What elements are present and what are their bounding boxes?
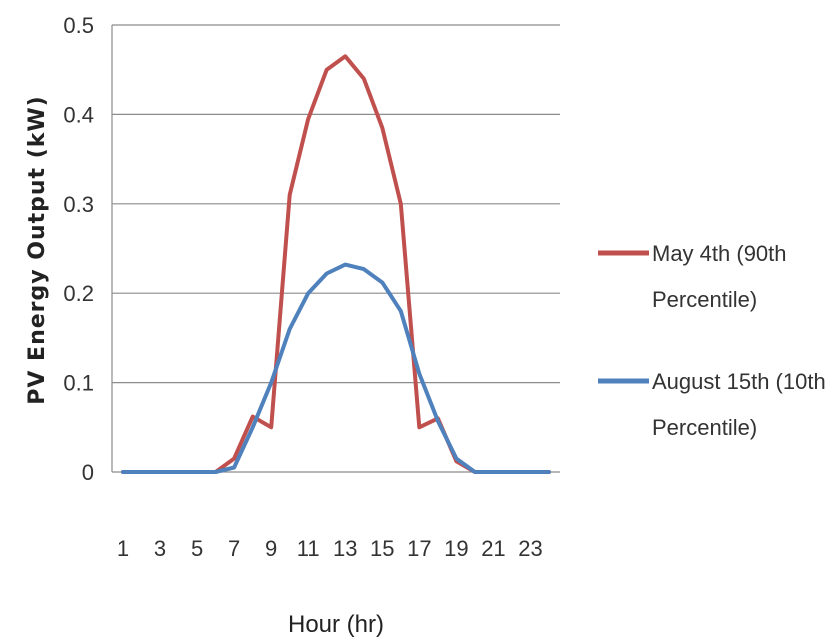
x-tick-label: 23	[518, 536, 542, 561]
series-line-1	[121, 54, 551, 474]
legend-label: Percentile)	[652, 287, 757, 312]
legend-label: August 15th (10th	[652, 369, 826, 394]
x-axis-title: Hour (hr)	[288, 611, 384, 638]
x-tick-label: 3	[154, 536, 166, 561]
x-tick-label: 5	[191, 536, 203, 561]
legend-item: August 15th (10th Percentile)	[598, 369, 826, 440]
x-tick-label: 17	[407, 536, 431, 561]
y-axis-title: PV Energy Output (kW)	[25, 95, 50, 405]
series-line-2	[121, 262, 551, 474]
x-tick-label: 13	[333, 536, 357, 561]
y-tick-label: 0.3	[63, 192, 94, 217]
y-tick-label: 0.4	[63, 102, 94, 127]
legend-label: Percentile)	[652, 415, 757, 440]
y-tick-label: 0.2	[63, 281, 94, 306]
x-tick-label: 1	[117, 536, 129, 561]
y-tick-label: 0	[82, 460, 94, 485]
x-tick-label: 11	[297, 536, 320, 561]
series-layer	[121, 54, 551, 474]
y-tick-label: 0.1	[63, 371, 94, 396]
gridlines	[111, 24, 560, 473]
y-tick-label: 0.5	[63, 13, 94, 38]
x-tick-label: 7	[228, 536, 240, 561]
x-tick-label: 19	[444, 536, 468, 561]
y-axis-tick-labels: 0 0.1 0.2 0.3 0.4 0.5	[63, 13, 94, 485]
x-tick-label: 15	[370, 536, 394, 561]
legend-item: May 4th (90th Percentile)	[598, 241, 787, 312]
x-tick-label: 21	[481, 536, 505, 561]
x-axis-tick-labels: 1 3 5 7 9 11 13 15 17 19 21 23	[117, 536, 543, 561]
x-tick-label: 9	[265, 536, 277, 561]
legend-label: May 4th (90th	[652, 241, 787, 266]
